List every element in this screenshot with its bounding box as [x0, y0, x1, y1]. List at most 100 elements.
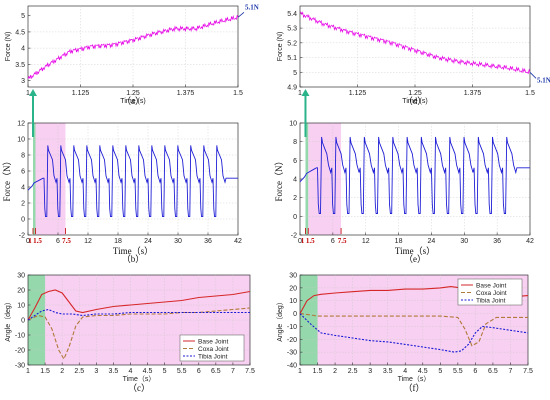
- legend-entry: Tibia Joint: [476, 297, 506, 304]
- x-tick-label: 6: [56, 238, 60, 245]
- x-tick-label: 1: [26, 368, 30, 375]
- x-tick-label: 5: [163, 368, 167, 375]
- x-tick-label: 1: [26, 90, 30, 97]
- panel-caption: （b）: [122, 254, 145, 264]
- y-tick-label: -30: [287, 350, 297, 357]
- x-tick-label: 2.5: [348, 368, 358, 375]
- x-tick-label: 1.5: [313, 368, 323, 375]
- x-tick-label: 6: [473, 368, 477, 375]
- x-tick-label: 30: [174, 238, 182, 245]
- y-tick-label: 10: [17, 137, 25, 144]
- plot-frame: [27, 122, 239, 236]
- x-tick-label: 3.5: [109, 368, 119, 375]
- marker-label-7.5: 7.5: [338, 237, 347, 245]
- annotation-arrow: [529, 71, 537, 79]
- y-axis-label: Force (N): [277, 32, 284, 62]
- x-tick-label: 0: [298, 238, 302, 245]
- annotation-arrow: [237, 11, 245, 18]
- x-tick-label: 4.5: [143, 368, 153, 375]
- y-tick-label: 5.3: [287, 26, 297, 33]
- y-tick-label: 10: [17, 303, 25, 310]
- y-tick-label: 2: [21, 201, 25, 208]
- x-tick-label: 1: [298, 90, 302, 97]
- x-tick-label: 5.5: [453, 368, 463, 375]
- y-tick-label: 0: [293, 311, 297, 318]
- x-tick-label: 42: [526, 238, 534, 245]
- series-line-coxa-joint: [27, 307, 251, 361]
- panel-caption: （e）: [404, 254, 426, 264]
- green-band: [300, 275, 318, 365]
- x-tick-label: 4: [403, 368, 407, 375]
- x-tick-label: 5.5: [177, 368, 187, 375]
- y-tick-label: -30: [15, 363, 25, 370]
- y-tick-label: 4: [21, 46, 25, 53]
- x-tick-label: 7.5: [245, 368, 255, 375]
- series-line-tibia-joint: [27, 308, 250, 321]
- y-tick-label: -2: [291, 233, 297, 240]
- x-tick-label: 7: [231, 368, 235, 375]
- x-tick-label: 5: [438, 368, 442, 375]
- x-tick-label: 24: [428, 238, 436, 245]
- y-tick-label: -20: [15, 348, 25, 355]
- legend-entry: Coxa Joint: [198, 346, 229, 353]
- x-tick-label: 1.5: [40, 368, 50, 375]
- panel-e: 0 6 12 18 24 30 36 42-20246810Time（s）Force（N）（e…: [274, 121, 534, 265]
- marker-label-7.5: 7.5: [62, 237, 71, 245]
- marker-label-1: 1: [301, 237, 305, 245]
- y-tick-label: 10: [289, 121, 297, 128]
- y-tick-label: -40: [287, 363, 297, 370]
- x-tick-label: 42: [234, 238, 242, 245]
- y-axis-label: Force (N): [5, 32, 12, 62]
- y-tick-label: 20: [289, 285, 297, 292]
- y-axis-label: Angle（deg）: [4, 298, 12, 342]
- x-tick-label: 3: [368, 368, 372, 375]
- x-tick-label: 1.125: [349, 90, 367, 97]
- annotation-label: 5.1N: [245, 3, 259, 11]
- x-tick-label: 2.5: [74, 368, 84, 375]
- panel-caption: （f）: [404, 383, 425, 393]
- series-line-force: [27, 145, 238, 218]
- x-axis-label: Time（s）: [123, 375, 156, 383]
- x-tick-label: 2: [333, 368, 337, 375]
- x-axis-label: Time (s): [402, 98, 427, 105]
- y-tick-label: 4: [21, 185, 25, 192]
- x-tick-label: 1.25: [408, 90, 422, 97]
- x-tick-label: 1.5: [233, 90, 243, 97]
- legend-entry: Base Joint: [476, 282, 507, 289]
- pink-band: [35, 123, 66, 235]
- x-tick-label: 24: [144, 238, 152, 245]
- x-tick-label: 36: [204, 238, 212, 245]
- series-line-force: [299, 11, 531, 75]
- marker-label-1.5: 1.5: [306, 237, 315, 245]
- y-tick-label: 4.5: [15, 29, 25, 36]
- x-tick-label: 2: [60, 368, 64, 375]
- y-tick-label: 3: [21, 78, 25, 85]
- y-axis-label: Angle（deg）: [276, 298, 284, 342]
- x-tick-label: 12: [362, 238, 370, 245]
- panel-b: 0 6 12 18 24 30 36 42-2024681012Time（s）Force（N）…: [2, 121, 242, 265]
- x-tick-label: 1.375: [464, 90, 482, 97]
- x-tick-label: 6: [197, 368, 201, 375]
- x-tick-label: 4: [129, 368, 133, 375]
- y-tick-label: 0: [21, 217, 25, 224]
- y-axis-label: Force（N）: [274, 157, 284, 202]
- y-tick-label: 3.5: [15, 62, 25, 69]
- x-axis-label: Time（s）: [395, 246, 435, 256]
- series-line-base-joint: [27, 289, 251, 321]
- marker-label-1.5: 1.5: [33, 237, 42, 245]
- panel-caption: （d）: [404, 96, 427, 106]
- legend-entry: Coxa Joint: [476, 290, 507, 297]
- panel-caption: （c）: [128, 383, 150, 393]
- series-line-tibia-joint: [299, 313, 529, 353]
- y-tick-label: 4: [293, 177, 297, 184]
- y-tick-label: 5.1: [287, 55, 297, 62]
- y-tick-label: 5: [293, 70, 297, 77]
- annotation-label: 5.1N: [537, 76, 550, 84]
- y-tick-label: 5: [21, 13, 25, 20]
- connector-arrow-head-ab: [29, 89, 37, 96]
- y-tick-label: 2: [293, 195, 297, 202]
- x-tick-label: 1.25: [126, 90, 140, 97]
- series-line-force: [27, 15, 239, 80]
- y-tick-label: 0: [21, 318, 25, 325]
